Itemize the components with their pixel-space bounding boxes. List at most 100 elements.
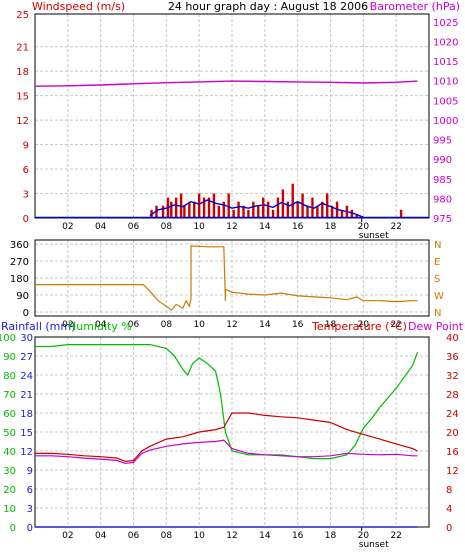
windspeed-tick-label: 12 (16, 116, 29, 127)
barometer-tick-label: 980 (433, 194, 452, 205)
temperature-tick-label: 28 (446, 390, 459, 401)
p3-x-tick-label: 04 (95, 531, 107, 541)
rainfall-axis-title: Rainfall (mm) (1, 320, 75, 333)
barometer-tick-label: 975 (433, 214, 452, 225)
windspeed-bar (227, 193, 230, 218)
humidity-tick-label: 100 (0, 333, 16, 344)
humidity-tick-label: 70 (3, 390, 16, 401)
p1-x-tick-label: 16 (292, 222, 304, 232)
p1-x-tick-label: 20 (358, 222, 370, 232)
humidity-tick-label: 30 (3, 466, 16, 477)
p1-x-tick-label: 12 (226, 222, 237, 232)
windspeed-tick-label: 25 (16, 10, 29, 21)
barometer-tick-label: 985 (433, 175, 452, 186)
rainfall-tick-label: 6 (27, 485, 33, 496)
windspeed-bar (202, 197, 206, 218)
windspeed-bar (399, 209, 403, 218)
windspeed-tick-label: 3 (23, 190, 29, 201)
windspeed-bar (188, 201, 191, 218)
rainfall-tick-label: 27 (20, 352, 33, 363)
p3-x-tick-label: 20 (358, 531, 370, 541)
barometer-tick-label: 1025 (433, 18, 458, 29)
temperature-axis-title: Temperature (°C) (311, 320, 407, 333)
windspeed-bar (222, 201, 225, 218)
windspeed-bar (237, 201, 240, 218)
humidity-tick-label: 50 (3, 428, 16, 439)
p2-x-tick-label: 20 (358, 320, 370, 330)
p3-x-tick-label: 18 (325, 531, 337, 541)
p1-sunset-label: sunset (359, 231, 389, 241)
windspeed-tick-label: 9 (23, 141, 29, 152)
p2-x-tick-label: 22 (390, 320, 401, 330)
p2-x-tick-label: 18 (325, 320, 337, 330)
humidity-tick-label: 40 (3, 447, 16, 458)
humidity-tick-label: 80 (3, 371, 16, 382)
rainfall-tick-label: 30 (20, 333, 33, 344)
temperature-tick-label: 20 (446, 428, 459, 439)
windspeed-bar (252, 201, 255, 218)
windspeed-bar (155, 205, 158, 218)
chart-title: 24 hour graph day : August 18 2006 (168, 0, 368, 13)
windspeed-bar (286, 201, 290, 218)
p2-x-tick-label: 02 (62, 320, 73, 330)
p3-sunset-label: sunset (359, 540, 389, 550)
windspeed-bar (350, 209, 354, 218)
windspeed-bar (316, 205, 319, 218)
p1-x-tick-label: 04 (95, 222, 107, 232)
temperature-tick-label: 32 (446, 371, 459, 382)
average-windspeed-line (149, 199, 364, 218)
windspeed-bar (355, 213, 358, 218)
p1-x-tick-label: 06 (128, 222, 140, 232)
temperature-line (35, 412, 418, 463)
humidity-tick-label: 10 (3, 504, 16, 515)
windspeed-bar (217, 205, 221, 218)
barometer-axis-title: Barometer (hPa) (370, 0, 460, 13)
p3-x-tick-label: 16 (292, 531, 304, 541)
compass-tick-label: S (434, 274, 440, 285)
humidity-tick-label: 0 (10, 523, 16, 534)
p2-x-tick-label: 12 (226, 320, 237, 330)
compass-tick-label: N (434, 240, 441, 251)
rainfall-tick-label: 12 (20, 447, 33, 458)
p2-x-tick-label: 04 (95, 320, 107, 330)
windspeed-bar (242, 205, 245, 218)
windspeed-bar (301, 193, 304, 218)
windspeed-tick-label: 18 (16, 67, 29, 78)
p3-x-tick-label: 02 (62, 531, 73, 541)
humidity-tick-label: 60 (3, 409, 16, 420)
temperature-tick-label: 12 (446, 466, 459, 477)
windspeed-bar (321, 201, 324, 218)
p2-frame (34, 239, 430, 317)
windspeed-bar (232, 209, 235, 218)
windspeed-tick-label: 21 (16, 43, 29, 54)
windspeed-bar (271, 209, 275, 218)
wind-direction-line (35, 245, 418, 311)
p2-x-tick-label: 06 (128, 320, 140, 330)
p1-x-tick-label: 08 (161, 222, 173, 232)
windspeed-tick-label: 0 (23, 214, 29, 225)
dewpoint-axis-title: Dew Point (408, 320, 464, 333)
direction-tick-label: 270 (10, 257, 29, 268)
barometer-tick-label: 990 (433, 155, 452, 166)
direction-tick-label: 180 (10, 274, 29, 285)
p3-x-tick-label: 12 (226, 531, 237, 541)
temperature-tick-label: 0 (446, 523, 452, 534)
p3-x-tick-label: 22 (390, 531, 401, 541)
windspeed-bar (340, 209, 344, 218)
rainfall-tick-label: 21 (20, 390, 33, 401)
windspeed-bar (193, 201, 196, 218)
temperature-tick-label: 36 (446, 352, 459, 363)
humidity-tick-label: 90 (3, 352, 16, 363)
p3-x-tick-label: 14 (259, 531, 271, 541)
direction-tick-label: 90 (16, 291, 29, 302)
direction-tick-label: 0 (23, 308, 29, 319)
windspeed-bar (291, 183, 294, 218)
windspeed-bar (207, 197, 211, 218)
windspeed-bar (330, 205, 334, 218)
windspeed-bar (276, 197, 280, 218)
temperature-humidity-panel: 02 04 06 08 10 12 14 16 18 20 22sunset010203040506… (0, 333, 459, 550)
windspeed-axis-title: Windspeed (m/s) (32, 0, 125, 13)
barometer-line (34, 80, 418, 87)
